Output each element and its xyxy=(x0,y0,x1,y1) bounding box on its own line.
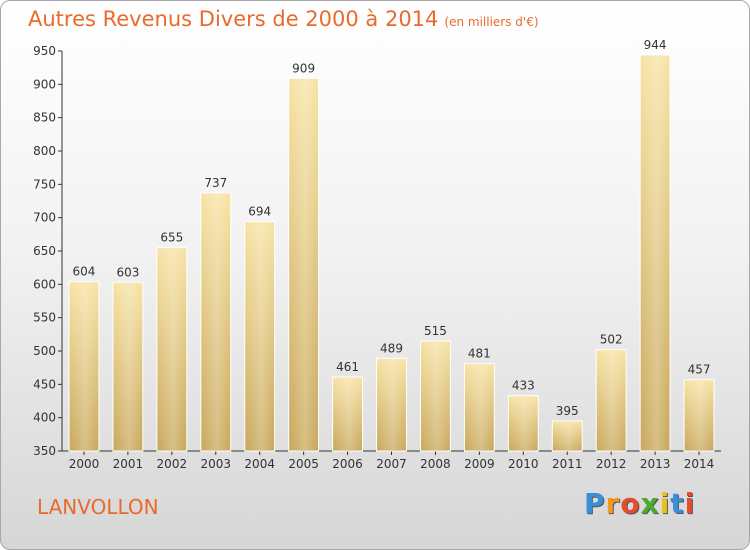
x-tick-label: 2009 xyxy=(464,457,495,471)
logo-letter: i xyxy=(684,487,696,520)
bar-highlight xyxy=(509,396,538,450)
bar-highlight xyxy=(377,359,406,450)
logo-letter: x xyxy=(640,487,660,520)
y-tick-label: 900 xyxy=(33,77,56,91)
value-labels: 604 603 655 737 694 909 461 489 515 481 433 395 502 9… xyxy=(73,38,711,418)
logo-letter: o xyxy=(620,487,641,520)
x-tick-label: 2013 xyxy=(640,457,671,471)
logo-letter: P xyxy=(584,487,606,520)
y-tick-label: 700 xyxy=(33,211,56,225)
value-label-2012: 502 xyxy=(600,333,623,347)
value-label-2008: 515 xyxy=(424,324,447,338)
value-label-2009: 481 xyxy=(468,347,491,361)
proxiti-logo: Proxiti xyxy=(584,487,695,520)
title-unit: (en milliers d'€) xyxy=(444,15,539,29)
x-tick-label: 2007 xyxy=(376,457,407,471)
x-tick-label: 2003 xyxy=(200,457,231,471)
commune-name: LANVOLLON xyxy=(37,495,159,519)
bar-highlight xyxy=(245,222,274,450)
value-label-2001: 603 xyxy=(116,265,139,279)
x-tick-label: 2006 xyxy=(332,457,363,471)
value-label-2002: 655 xyxy=(160,231,183,245)
x-tick-label: 2010 xyxy=(508,457,539,471)
value-label-2004: 694 xyxy=(248,205,271,219)
bar-highlight xyxy=(421,342,450,450)
logo-letter: t xyxy=(670,487,685,520)
x-tick-label: 2002 xyxy=(157,457,188,471)
y-tick-label: 850 xyxy=(33,111,56,125)
bar-highlight xyxy=(465,364,494,450)
bar-highlight xyxy=(157,248,186,450)
x-tick-label: 2004 xyxy=(244,457,275,471)
bar-highlight xyxy=(201,194,230,450)
y-tick-label: 400 xyxy=(33,411,56,425)
x-tick-label: 2000 xyxy=(69,457,100,471)
x-tick-label: 2014 xyxy=(684,457,715,471)
axes: 350 400 450 500 550 600 650 700 750 800 850 900 950 2… xyxy=(33,44,721,471)
y-tick-label: 800 xyxy=(33,144,56,158)
bar-highlight xyxy=(70,282,98,450)
value-label-2013: 944 xyxy=(644,38,667,52)
bar-highlight xyxy=(553,422,582,450)
value-label-2003: 737 xyxy=(204,176,227,190)
title-main: Autres Revenus Divers de 2000 à 2014 xyxy=(28,7,439,31)
x-tick-label: 2001 xyxy=(113,457,144,471)
bar-highlight xyxy=(597,350,626,450)
bars xyxy=(68,54,715,452)
y-tick-label: 350 xyxy=(33,444,56,458)
bar-highlight xyxy=(113,283,142,450)
bar-highlight xyxy=(641,56,670,450)
value-label-2014: 457 xyxy=(688,363,711,377)
value-label-2005: 909 xyxy=(292,61,315,75)
x-tick-label: 2011 xyxy=(552,457,583,471)
y-tick-label: 950 xyxy=(33,44,56,58)
bar-highlight xyxy=(289,79,318,450)
y-tick-label: 450 xyxy=(33,377,56,391)
value-label-2010: 433 xyxy=(512,379,535,393)
value-label-2007: 489 xyxy=(380,341,403,355)
y-tick-label: 550 xyxy=(33,311,56,325)
chart-title: Autres Revenus Divers de 2000 à 2014 (en … xyxy=(28,7,539,31)
x-tick-label: 2008 xyxy=(420,457,451,471)
bar-highlight xyxy=(333,378,362,450)
value-label-2006: 461 xyxy=(336,360,359,374)
x-tick-label: 2012 xyxy=(596,457,627,471)
bar-highlight xyxy=(685,380,713,450)
logo-letter: r xyxy=(605,487,621,520)
value-label-2011: 395 xyxy=(556,404,579,418)
y-tick-label: 650 xyxy=(33,244,56,258)
y-tick-label: 750 xyxy=(33,177,56,191)
y-tick-label: 500 xyxy=(33,344,56,358)
logo-letter: i xyxy=(659,487,671,520)
x-tick-label: 2005 xyxy=(288,457,319,471)
value-label-2000: 604 xyxy=(73,265,96,279)
y-tick-label: 600 xyxy=(33,277,56,291)
